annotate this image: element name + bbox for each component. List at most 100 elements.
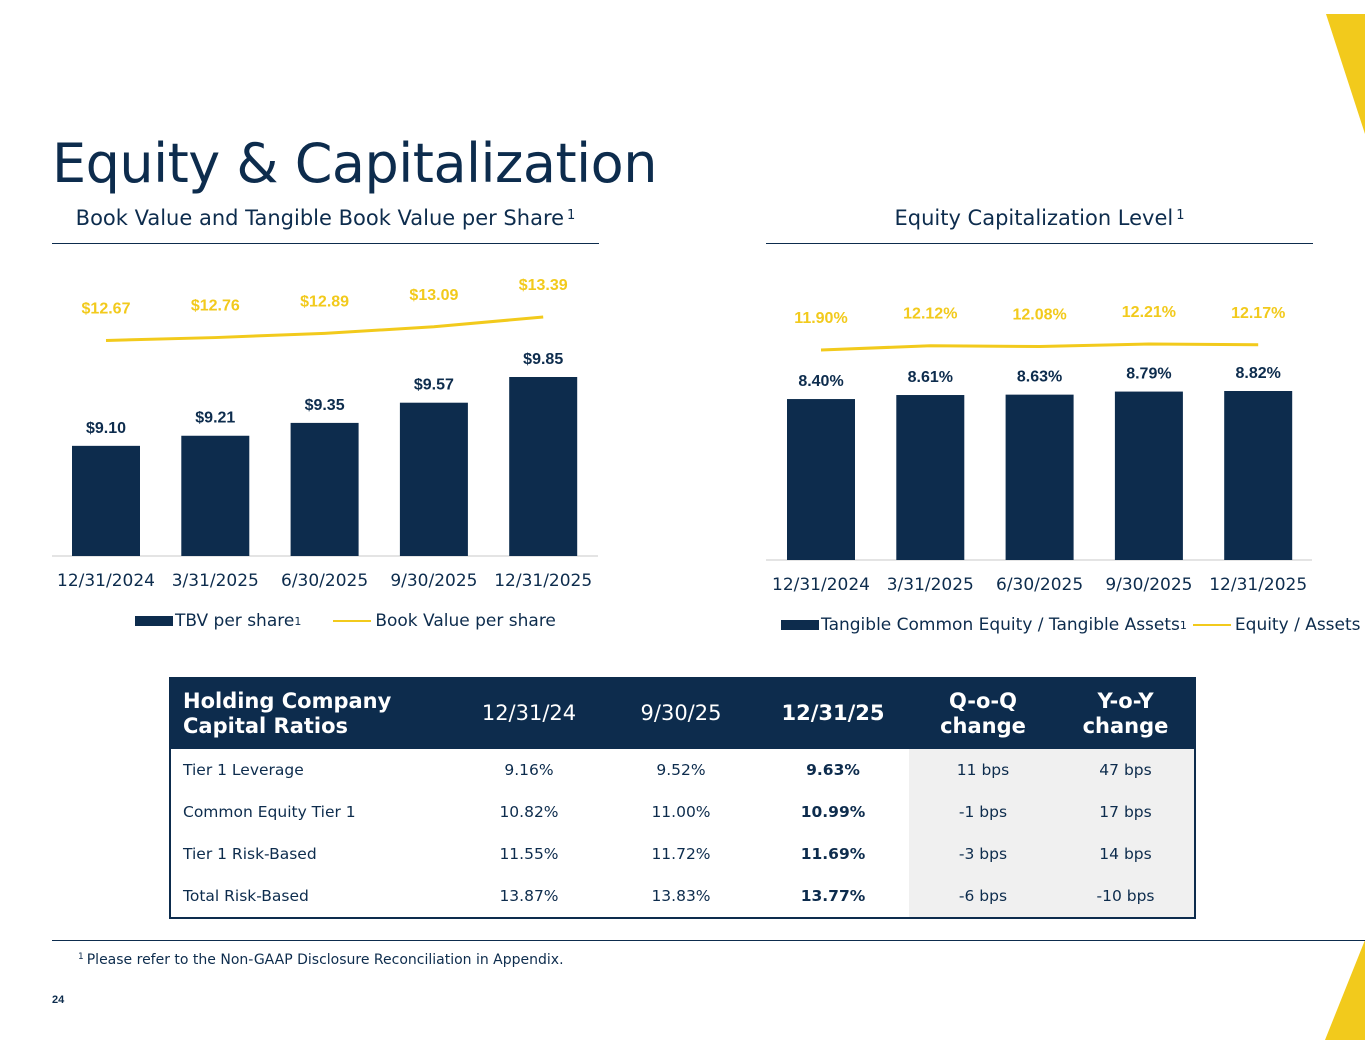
line-label: $12.67: [82, 301, 131, 318]
chart-title-rule-left: [52, 243, 599, 244]
chart-title-book-value-text: Book Value and Tangible Book Value per S…: [75, 206, 565, 230]
bar-9/30/2025: [1114, 391, 1183, 560]
corner-accent-top: [1326, 14, 1365, 134]
corner-accent-bottom: [1325, 940, 1365, 1040]
cell-9-30-25: 13.83%: [651, 887, 711, 905]
x-tick-label: 3/31/2025: [887, 575, 974, 595]
legend-swatch-tbv: [135, 616, 173, 626]
bar-label: $9.10: [86, 420, 126, 437]
legend-swatch-equity-assets: [1192, 624, 1231, 626]
line-label: 12.21%: [1122, 304, 1176, 321]
page-number: 24: [52, 994, 65, 1006]
bar-label: 8.61%: [908, 369, 953, 386]
book-value-chart: $9.10 12/31/2024 $12.67 $9.21 3/31/2025 $12.7…: [52, 277, 598, 591]
header-qoq-line2: change: [940, 714, 1026, 738]
bar-6/30/2025: [1005, 394, 1074, 560]
cell-qoq: -1 bps: [909, 791, 1057, 833]
line-label: 12.17%: [1231, 305, 1285, 322]
chart-title-book-value-sup: 1: [567, 208, 576, 223]
table-header-row: Holding Company Capital Ratios 12/31/24 …: [170, 678, 1195, 749]
legend-label-tce-sup: 1: [1179, 618, 1187, 632]
legend-swatch-book-value: [333, 620, 372, 622]
cell-12-31-24: 9.16%: [504, 761, 554, 779]
x-tick-label: 12/31/2024: [772, 575, 870, 595]
cell-9-30-25: 9.52%: [656, 761, 706, 779]
chart-title-book-value: Book Value and Tangible Book Value per S…: [52, 206, 599, 230]
cell-yoy: 17 bps: [1057, 791, 1195, 833]
table-row: Total Risk-Based 13.87% 13.83% 13.77% -6…: [170, 875, 1195, 918]
x-tick-label: 6/30/2025: [281, 571, 368, 591]
header-capital-ratios-line1: Holding Company: [183, 688, 392, 713]
header-9-30-25: 9/30/25: [605, 678, 757, 749]
legend-label-tbv: TBV per share: [175, 611, 295, 631]
row-label: Common Equity Tier 1: [183, 803, 356, 821]
footnote-text: Please refer to the Non-GAAP Disclosure …: [86, 952, 564, 968]
header-yoy-line2: change: [1082, 714, 1169, 738]
header-yoy-line1: Y-o-Y: [1097, 688, 1154, 713]
bar-label: 8.79%: [1126, 366, 1171, 383]
x-tick-label: 12/31/2024: [57, 571, 155, 591]
table-row: Tier 1 Leverage 9.16% 9.52% 9.63% 11 bps…: [170, 749, 1195, 791]
cell-12-31-24: 11.55%: [499, 845, 559, 863]
bar-9/30/2025: [399, 402, 468, 556]
cell-qoq: -6 bps: [909, 875, 1057, 918]
cell-9-30-25: 11.72%: [651, 845, 711, 863]
bar-label: 8.63%: [1017, 369, 1062, 386]
footnote: 1 Please refer to the Non-GAAP Disclosure…: [78, 952, 564, 968]
bar-label: $9.57: [414, 377, 454, 394]
cell-12-31-24: 10.82%: [499, 803, 559, 821]
bar-6/30/2025: [290, 422, 359, 556]
cell-12-31-25: 11.69%: [800, 845, 866, 863]
header-yoy-change: Y-o-Y change: [1057, 678, 1195, 749]
cell-yoy: -10 bps: [1057, 875, 1195, 918]
page-title: Equity & Capitalization: [52, 132, 657, 195]
bar-label: 8.82%: [1236, 365, 1281, 382]
cell-qoq: 11 bps: [909, 749, 1057, 791]
chart-title-rule-right: [766, 243, 1313, 244]
bar-12/31/2024: [72, 445, 140, 556]
chart-title-equity-capitalization: Equity Capitalization Level 1: [766, 206, 1313, 230]
x-tick-label: 12/31/2025: [494, 571, 592, 591]
line-series-Book Value per share: [105, 315, 544, 342]
line-label: 12.08%: [1012, 307, 1066, 324]
header-capital-ratios: Holding Company Capital Ratios: [170, 678, 453, 749]
x-tick-label: 3/31/2025: [172, 571, 259, 591]
bar-label: $9.35: [305, 397, 345, 414]
legend-label-tce: Tangible Common Equity / Tangible Assets: [821, 615, 1180, 635]
row-label: Tier 1 Risk-Based: [183, 845, 317, 863]
header-qoq-line1: Q-o-Q: [949, 688, 1017, 713]
line-label: $12.89: [300, 293, 349, 310]
cell-12-31-25: 13.77%: [800, 887, 866, 905]
legend-swatch-tce: [781, 620, 819, 630]
footnote-marker: 1: [78, 952, 84, 962]
cell-12-31-25: 9.63%: [806, 761, 860, 779]
chart-title-equity-capitalization-sup: 1: [1176, 208, 1185, 223]
equity-capitalization-legend: Tangible Common Equity / Tangible Assets…: [781, 615, 1361, 635]
capital-ratios-table: Holding Company Capital Ratios 12/31/24 …: [169, 677, 1196, 919]
table-row: Tier 1 Risk-Based 11.55% 11.72% 11.69% -…: [170, 833, 1195, 875]
row-label: Tier 1 Leverage: [183, 761, 304, 779]
x-tick-label: 9/30/2025: [1105, 575, 1192, 595]
cell-qoq: -3 bps: [909, 833, 1057, 875]
footer-rule: [52, 940, 1365, 941]
chart-title-equity-capitalization-text: Equity Capitalization Level: [894, 206, 1174, 230]
header-capital-ratios-line2: Capital Ratios: [183, 714, 349, 738]
line-label: $13.09: [409, 287, 458, 304]
bar-12/31/2025: [1224, 391, 1293, 560]
bar-3/31/2025: [181, 435, 250, 556]
book-value-legend: TBV per share 1 Book Value per share: [135, 611, 556, 631]
bar-12/31/2025: [509, 377, 578, 556]
line-series-Equity / Assets: [820, 342, 1259, 352]
cell-12-31-25: 10.99%: [800, 803, 866, 821]
cell-yoy: 47 bps: [1057, 749, 1195, 791]
legend-label-tbv-sup: 1: [294, 614, 302, 628]
line-label: $13.39: [519, 277, 568, 294]
cell-12-31-24: 13.87%: [499, 887, 559, 905]
x-tick-label: 9/30/2025: [390, 571, 477, 591]
legend-label-book-value: Book Value per share: [375, 611, 556, 631]
x-tick-label: 12/31/2025: [1209, 575, 1307, 595]
cell-9-30-25: 11.00%: [651, 803, 711, 821]
bar-label: 8.40%: [798, 373, 843, 390]
table-row: Common Equity Tier 1 10.82% 11.00% 10.99…: [170, 791, 1195, 833]
bar-3/31/2025: [896, 395, 965, 560]
